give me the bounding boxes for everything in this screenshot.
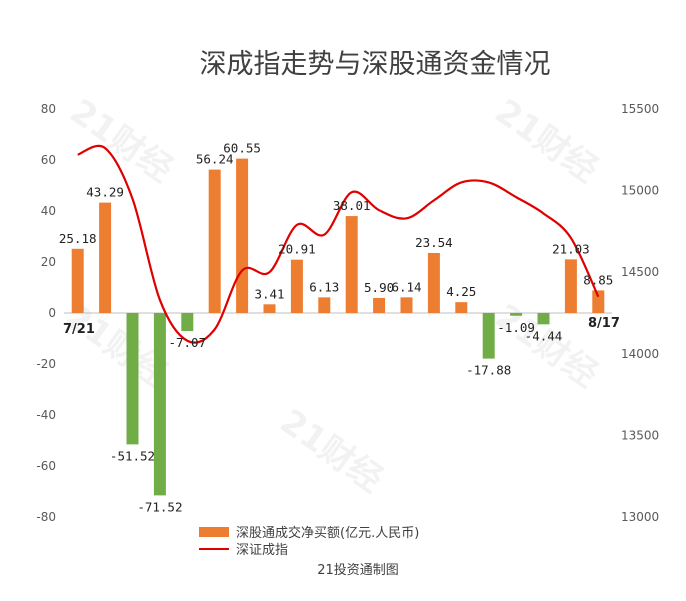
data-label-8/12: -1.09 (497, 320, 535, 335)
data-label-7/22: 43.29 (86, 185, 124, 200)
data-label-7/28: 56.24 (196, 152, 234, 167)
left-axis: 80 60 40 20 0 -20 -40 -60 -80 (36, 102, 56, 524)
right-tick-label: 15000 (621, 184, 659, 198)
left-tick-label: -20 (36, 357, 56, 371)
data-label-8/13: -4.44 (525, 328, 563, 343)
legend-label-line: 深证成指 (236, 543, 288, 558)
right-tick-label: 13000 (621, 510, 659, 524)
data-label-7/23: -51.52 (110, 448, 155, 463)
bar-8/7 (427, 252, 440, 313)
watermark-text-4: 21财经 (273, 402, 390, 501)
bar-7/28 (208, 169, 221, 313)
data-label-8/14: 21.03 (552, 241, 590, 256)
watermark-text-3: 21财经 (488, 297, 605, 396)
data-label-7/30: 3.41 (254, 286, 284, 301)
data-label-8/7: 23.54 (415, 235, 453, 250)
right-tick-label: 14000 (621, 347, 659, 361)
left-tick-label: 80 (41, 102, 56, 116)
bar-8/10 (455, 302, 468, 313)
data-label-8/3: 6.13 (309, 279, 339, 294)
bar-8/5 (373, 297, 386, 313)
data-label-8/5: 5.90 (364, 280, 394, 295)
watermark-text-1: 21财经 (488, 92, 605, 191)
chart-title: 深成指走势与深股通资金情况 (200, 49, 551, 80)
bar-7/21 (71, 248, 84, 313)
bar-7/27 (181, 313, 194, 332)
data-label-8/6: 6.14 (391, 279, 421, 294)
data-label-8/10: 4.25 (446, 284, 476, 299)
left-tick-label: 20 (41, 255, 56, 269)
last-date-label: 8/17 (588, 316, 620, 331)
right-tick-label: 15500 (621, 102, 659, 116)
bar-8/14 (564, 259, 577, 313)
bar-7/30 (263, 304, 276, 313)
data-label-7/21: 25.18 (59, 231, 97, 246)
left-tick-label: 40 (41, 204, 56, 218)
bar-8/3 (318, 297, 331, 313)
bar-7/24 (153, 313, 166, 496)
bar-8/11 (482, 313, 495, 359)
bar-7/23 (126, 313, 139, 445)
bar-7/29 (236, 158, 249, 313)
index-line-series (77, 144, 600, 344)
bar-8/4 (345, 216, 358, 313)
left-tick-label: -80 (36, 510, 56, 524)
left-tick-label: 60 (41, 153, 56, 167)
bar-8/6 (400, 297, 413, 313)
left-tick-label: 0 (48, 306, 56, 320)
right-tick-label: 13500 (621, 428, 659, 442)
data-label-7/29: 60.55 (223, 141, 261, 156)
data-label-8/4: 38.01 (333, 198, 371, 213)
watermark-text-0: 21财经 (63, 92, 180, 191)
data-label-7/24: -71.52 (137, 499, 182, 514)
data-label-8/17: 8.85 (583, 272, 613, 287)
data-label-7/31: 20.91 (278, 242, 316, 257)
bar-7/22 (99, 202, 112, 313)
bar-series (71, 158, 605, 496)
legend: 深股通成交净买额(亿元.人民币) 深证成指 (199, 525, 419, 558)
left-tick-label: -40 (36, 408, 56, 422)
source-note: 21投资通制图 (317, 562, 399, 578)
bar-8/13 (537, 313, 550, 325)
first-date-label: 7/21 (63, 322, 95, 337)
right-tick-label: 14500 (621, 265, 659, 279)
bar-7/31 (290, 259, 303, 313)
left-tick-label: -60 (36, 459, 56, 473)
bar-8/17 (592, 290, 605, 313)
bar-8/12 (510, 313, 523, 316)
legend-swatch-bars (199, 527, 229, 537)
legend-label-bars: 深股通成交净买额(亿元.人民币) (236, 525, 419, 541)
data-label-8/11: -17.88 (466, 363, 511, 378)
right-axis: 15500 15000 14500 14000 13500 13000 (621, 102, 659, 524)
data-label-7/27: -7.07 (168, 335, 206, 350)
